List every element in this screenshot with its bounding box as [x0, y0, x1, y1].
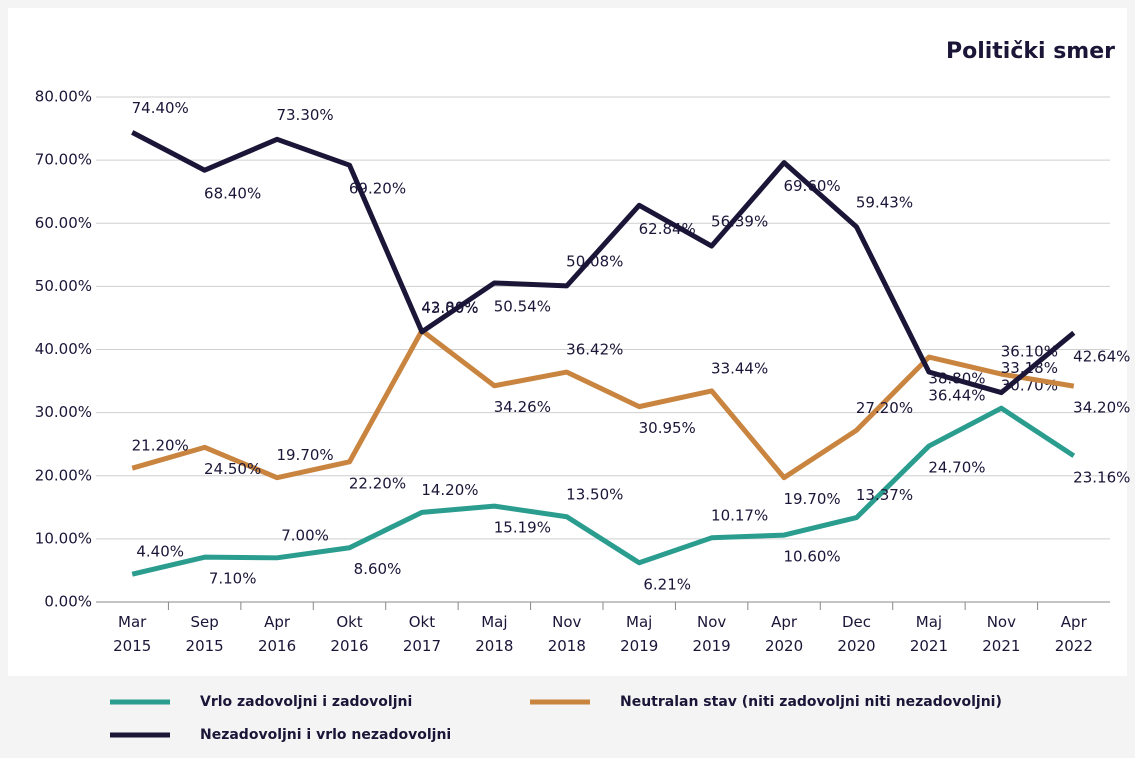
data-label: 24.50% [204, 460, 261, 478]
x-tick-label: Apr 2020 [765, 613, 803, 655]
y-tick-label: 50.00% [35, 277, 92, 295]
data-label: 62.84% [639, 220, 696, 238]
x-tick-label: Maj 2019 [620, 613, 658, 655]
data-label: 42.80% [421, 298, 478, 316]
x-tick-label: Okt 2017 [403, 613, 441, 655]
data-label: 34.20% [1073, 399, 1130, 417]
y-tick-label: 0.00% [44, 593, 92, 611]
data-label: 69.20% [349, 180, 406, 198]
series-line [131, 328, 1075, 481]
data-label: 68.40% [204, 185, 261, 203]
x-tick-label: Maj 2021 [910, 613, 948, 655]
y-tick-label: 70.00% [35, 151, 92, 169]
data-label: 34.26% [494, 398, 551, 416]
series-line [131, 130, 1076, 396]
y-tick-label: 80.00% [35, 88, 92, 106]
legend-label: Neutralan stav (niti zadovoljni niti nez… [620, 694, 1002, 710]
y-tick-label: 20.00% [35, 466, 92, 484]
data-label: 15.19% [494, 519, 551, 537]
data-label: 14.20% [421, 481, 478, 499]
data-label: 69.60% [783, 177, 840, 195]
x-tick-label: Nov 2019 [693, 613, 731, 655]
data-label: 33.44% [711, 359, 768, 377]
data-label: 4.40% [136, 543, 184, 561]
data-label: 30.95% [639, 419, 696, 437]
y-tick-label: 10.00% [35, 529, 92, 547]
data-label: 19.70% [783, 490, 840, 508]
data-label: 13.37% [856, 486, 913, 504]
data-label: 7.00% [281, 526, 329, 544]
data-label: 10.60% [783, 548, 840, 566]
data-label: 74.40% [132, 99, 189, 117]
data-label: 36.44% [928, 386, 985, 404]
x-tick-label: Dec 2020 [837, 613, 875, 655]
data-label: 42.64% [1073, 347, 1130, 365]
y-tick-label: 60.00% [35, 214, 92, 232]
legend-label: Vrlo zadovoljni i zadovoljni [200, 694, 412, 710]
data-label: 8.60% [354, 560, 402, 578]
x-tick-label: Okt 2016 [330, 613, 368, 655]
data-label: 19.70% [276, 446, 333, 464]
x-tick-label: Apr 2016 [258, 613, 296, 655]
data-label: 24.70% [928, 459, 985, 477]
x-tick-label: Mar 2015 [113, 613, 151, 655]
x-tick-label: Apr 2022 [1055, 613, 1093, 655]
data-label: 10.17% [711, 506, 768, 524]
data-label: 13.50% [566, 485, 623, 503]
data-label: 23.16% [1073, 468, 1130, 486]
data-label: 59.43% [856, 193, 913, 211]
data-label: 50.54% [494, 297, 551, 315]
data-label: 33.18% [1001, 359, 1058, 377]
x-tick-label: Maj 2018 [475, 613, 513, 655]
data-label: 27.20% [856, 399, 913, 417]
data-label: 21.20% [132, 437, 189, 455]
series-line [131, 405, 1076, 577]
data-label: 56.39% [711, 213, 768, 231]
x-tick-label: Nov 2018 [548, 613, 586, 655]
y-tick-label: 30.00% [35, 403, 92, 421]
data-label: 7.10% [209, 570, 257, 588]
x-tick-label: Nov 2021 [982, 613, 1020, 655]
plot-panel [8, 8, 1127, 676]
chart-title: Politički smer [946, 39, 1115, 64]
data-label: 36.42% [566, 341, 623, 359]
x-tick-label: Sep 2015 [186, 613, 224, 655]
y-tick-label: 40.00% [35, 340, 92, 358]
data-label: 50.08% [566, 252, 623, 270]
data-label: 6.21% [643, 575, 691, 593]
legend-label: Nezadovoljni i vrlo nezadovoljni [200, 727, 451, 743]
data-label: 73.30% [276, 106, 333, 124]
data-label: 22.20% [349, 474, 406, 492]
